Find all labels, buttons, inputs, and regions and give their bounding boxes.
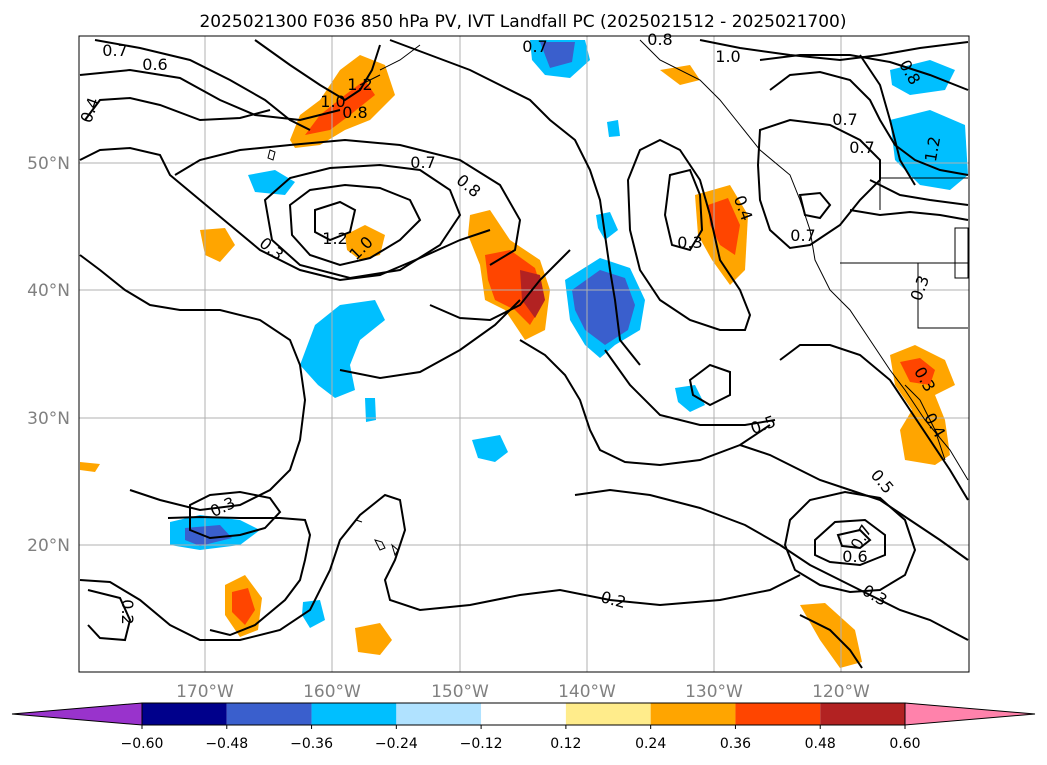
lon-label: 160°W: [303, 682, 361, 702]
contour-label: 0.7: [522, 37, 547, 56]
contour-label: 0.8: [453, 170, 485, 201]
map-frame: [78, 35, 970, 673]
colorbar: −0.60 −0.48 −0.36 −0.24 −0.12 0.12 0.24 0.36 0.4…: [11, 702, 1036, 752]
coastlines: [267, 39, 969, 557]
contour-label: 1.0: [320, 92, 345, 111]
lon-label: 130°W: [685, 682, 743, 702]
pv-shading: [80, 40, 968, 668]
contour-label: 0.3: [256, 233, 288, 264]
longitude-labels: 170°W 160°W 150°W 140°W 130°W 120°W: [176, 682, 870, 702]
colorbar-tick-label: −0.24: [375, 736, 418, 752]
negative-pv-patch: [607, 120, 620, 137]
positive-pv-patch: [345, 225, 385, 260]
lon-label: 120°W: [812, 682, 870, 702]
colorbar-segment: [396, 703, 482, 725]
negative-pv-patch: [472, 435, 508, 462]
contour-label: 0.4: [77, 95, 104, 125]
positive-pv-patch: [355, 623, 392, 655]
negative-pv-core: [185, 525, 232, 546]
lon-label: 150°W: [431, 682, 489, 702]
contour-label: 1.2: [921, 135, 944, 163]
negative-pv-patch: [248, 170, 295, 195]
colorbar-segment: [226, 703, 312, 725]
contour-label: 1.2: [347, 75, 372, 94]
colorbar-tick-label: −0.48: [205, 736, 248, 752]
colorbar-segment: [481, 703, 566, 725]
contour-label: 0.2: [118, 599, 137, 624]
colorbar-segment: [311, 703, 397, 725]
contour-label: 0.3: [907, 273, 934, 303]
latitude-labels: 50°N 40°N 30°N 20°N: [27, 154, 70, 556]
positive-pv-patch: [200, 228, 235, 262]
colorbar-tick-label: −0.60: [121, 736, 164, 752]
contour-label: 0.7: [849, 138, 874, 157]
contour-label: 0.3: [859, 581, 891, 610]
figure-title: 2025021300 F036 850 hPa PV, IVT Landfall…: [199, 12, 846, 32]
colorbar-min-extension: [11, 702, 143, 726]
negative-pv-patch: [365, 398, 376, 422]
colorbar-segment: [142, 703, 227, 725]
positive-pv-core: [900, 358, 935, 385]
lat-label: 30°N: [27, 409, 70, 429]
negative-pv-patch: [596, 212, 618, 240]
colorbar-frame: [141, 702, 906, 726]
contour-label: 0.6: [842, 547, 867, 566]
colorbar-tick-label: 0.36: [720, 736, 751, 752]
lat-label: 20°N: [27, 536, 70, 556]
lon-label: 170°W: [176, 682, 234, 702]
colorbar-segment: [565, 703, 651, 725]
contour-label: 0.7: [832, 110, 857, 129]
colorbar-max-extension: [904, 702, 1036, 726]
colorbar-tick-label: 0.24: [635, 736, 666, 752]
negative-pv-patch: [675, 385, 705, 412]
negative-pv-patch: [890, 110, 968, 190]
positive-pv-core: [305, 80, 375, 135]
positive-pv-core: [708, 198, 740, 255]
lon-label: 140°W: [558, 682, 616, 702]
positive-pv-patch: [660, 65, 700, 85]
contour-label: 0.7: [102, 41, 127, 60]
contour-label: 0.7: [410, 153, 435, 172]
lat-label: 40°N: [27, 281, 70, 301]
contour-label: 0.8: [342, 103, 367, 122]
map-panel: 0.7 0.6 0.4 1.0 1.2 0.8 0.7 0.8 1.2 1.0 …: [77, 30, 970, 673]
colorbar-tick-label: −0.36: [290, 736, 333, 752]
colorbar-segment: [735, 703, 821, 725]
colorbar-tick-label: 0.60: [889, 736, 920, 752]
lat-label: 50°N: [27, 154, 70, 174]
negative-pv-patch: [300, 300, 385, 398]
positive-pv-patch: [80, 462, 100, 472]
negative-pv-core: [540, 42, 575, 68]
negative-pv-patch: [302, 600, 325, 628]
contour-label: 0.6: [142, 55, 167, 74]
contour-label: 0.3: [677, 233, 702, 252]
colorbar-tick-label: −0.12: [460, 736, 503, 752]
positive-pv-core: [232, 588, 255, 625]
colorbar-tick-label: 0.12: [550, 736, 581, 752]
positive-pv-patch: [800, 603, 862, 668]
contour-label: 1.2: [322, 229, 347, 248]
contour-label: 0.8: [647, 30, 672, 49]
contour-label: 0.2: [599, 587, 629, 612]
contour-label: 0.5: [748, 412, 778, 439]
pv-contours: [79, 39, 969, 669]
contour-label: 1.0: [715, 47, 740, 66]
contour-label: 0.5: [867, 466, 898, 498]
colorbar-segment: [650, 703, 736, 725]
colorbar-segment: [820, 703, 905, 725]
colorbar-tick-label: 0.48: [805, 736, 836, 752]
negative-pv-patch: [890, 60, 955, 95]
contour-label: 0.7: [790, 226, 815, 245]
map-gridlines: [79, 36, 969, 672]
